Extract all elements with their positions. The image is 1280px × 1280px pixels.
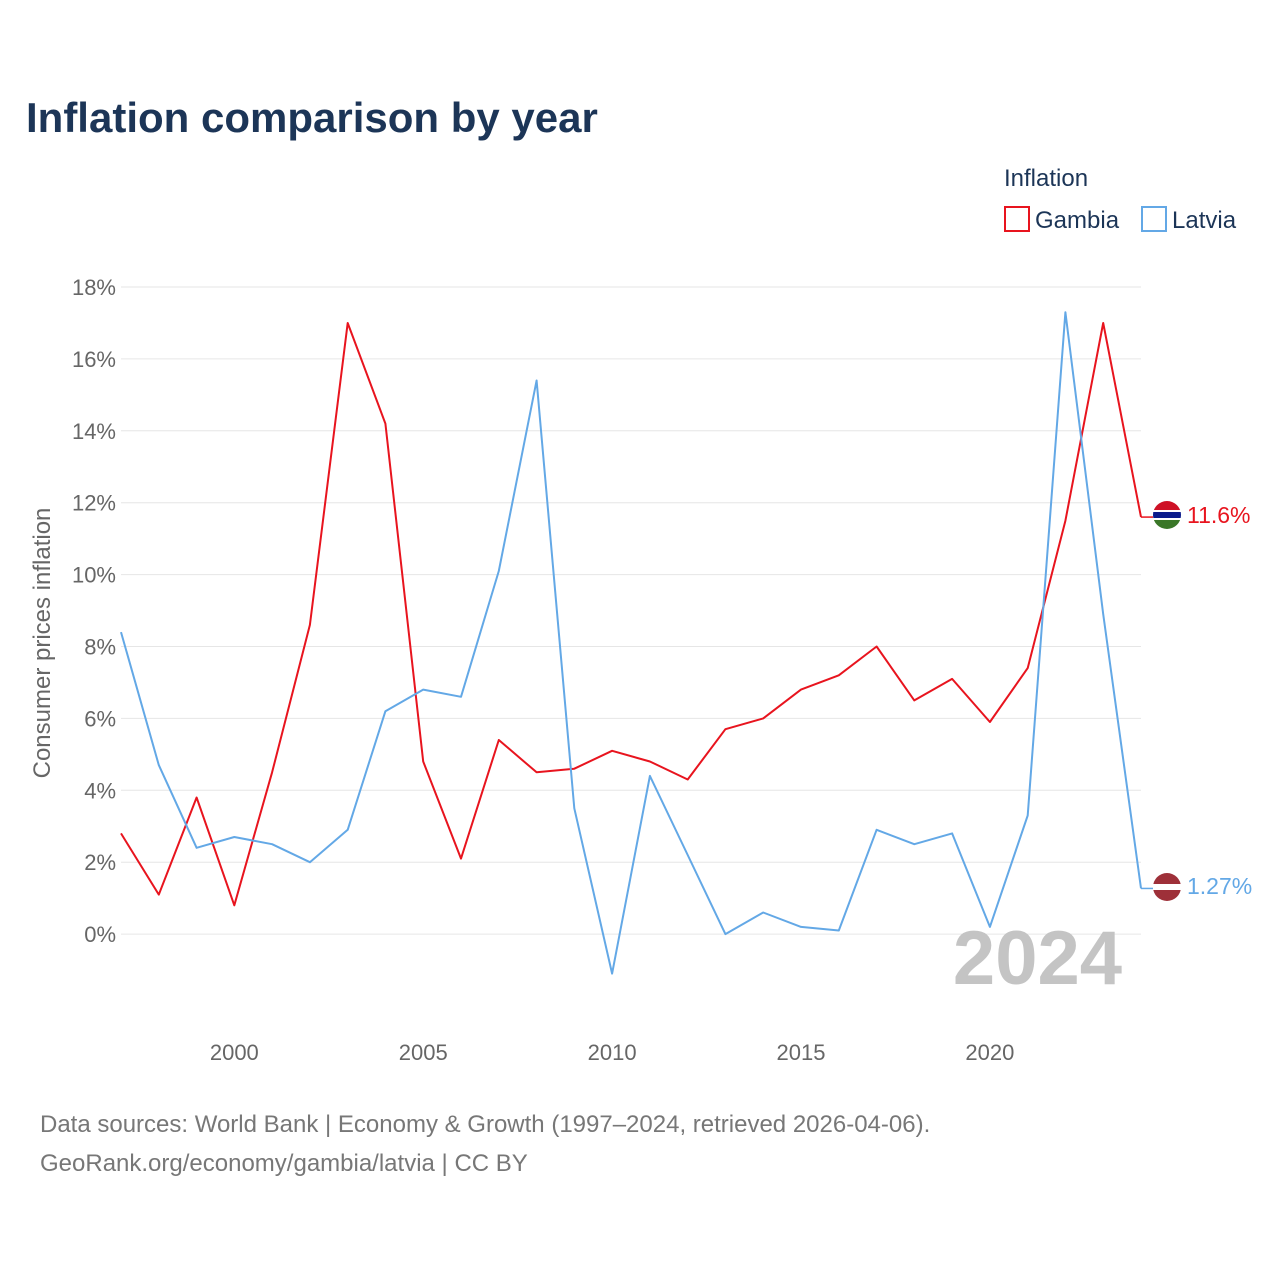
end-label-latvia: 1.27% <box>1187 873 1252 899</box>
x-tick-label: 2020 <box>965 1040 1014 1065</box>
legend-title: Inflation <box>1004 165 1088 192</box>
y-tick-label: 10% <box>72 563 116 588</box>
series-line-latvia <box>120 311 1142 975</box>
y-tick-label: 4% <box>84 778 116 803</box>
y-tick-label: 0% <box>84 922 116 947</box>
legend-label-latvia: Latvia <box>1172 207 1237 234</box>
latvia-flag-icon <box>1153 873 1181 901</box>
series-line-gambia <box>120 322 1142 907</box>
y-tick-labels: 0% 2% 4% 6% 8% 10% 12% 14% 16% 18% <box>72 275 116 947</box>
y-tick-label: 6% <box>84 706 116 731</box>
legend-label-gambia: Gambia <box>1035 207 1120 234</box>
grid <box>121 286 1141 935</box>
y-tick-label: 12% <box>72 491 116 516</box>
y-tick-label: 8% <box>84 635 116 660</box>
y-tick-label: 2% <box>84 850 116 875</box>
x-tick-label: 2015 <box>777 1040 826 1065</box>
x-tick-label: 2000 <box>210 1040 259 1065</box>
legend-swatch-gambia <box>1004 206 1030 232</box>
end-label-gambia: 11.6% <box>1187 502 1251 528</box>
gambia-flag-icon <box>1153 501 1181 529</box>
legend: Inflation Gambia Latvia <box>1004 165 1237 234</box>
x-tick-labels: 2000 2005 2010 2015 2020 <box>210 1040 1015 1065</box>
y-tick-label: 18% <box>72 275 116 300</box>
y-axis-label: Consumer prices inflation <box>29 508 56 779</box>
chart-title: Inflation comparison by year <box>26 94 598 141</box>
x-tick-label: 2010 <box>588 1040 637 1065</box>
series <box>120 311 1153 975</box>
y-tick-label: 16% <box>72 347 116 372</box>
legend-swatch-latvia <box>1141 206 1167 232</box>
year-watermark: 2024 <box>953 916 1122 1001</box>
x-tick-label: 2005 <box>399 1040 448 1065</box>
source-line-2: GeoRank.org/economy/gambia/latvia | CC B… <box>40 1150 528 1177</box>
y-tick-label: 14% <box>72 419 116 444</box>
source-line-1: Data sources: World Bank | Economy & Gro… <box>40 1111 930 1138</box>
